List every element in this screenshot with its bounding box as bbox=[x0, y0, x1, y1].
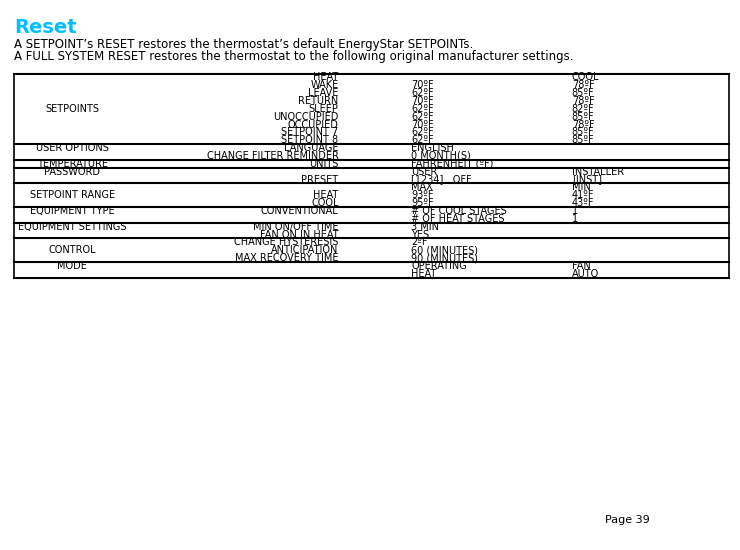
Text: 70ºF: 70ºF bbox=[411, 80, 434, 90]
Text: 1: 1 bbox=[572, 206, 578, 216]
Text: 62ºF: 62ºF bbox=[411, 135, 434, 145]
Text: 85ºF: 85ºF bbox=[572, 88, 594, 98]
Text: HEAT: HEAT bbox=[313, 190, 338, 200]
Text: HEAT: HEAT bbox=[411, 269, 437, 279]
Text: UNITS: UNITS bbox=[309, 159, 338, 169]
Text: # OF HEAT STAGES: # OF HEAT STAGES bbox=[411, 214, 505, 224]
Text: A SETPOINT’s RESET restores the thermostat’s default EnergyStar SETPOINTs.: A SETPOINT’s RESET restores the thermost… bbox=[14, 38, 474, 51]
Text: CONTROL: CONTROL bbox=[49, 245, 96, 255]
Text: 62ºF: 62ºF bbox=[411, 128, 434, 138]
Text: 78ºF: 78ºF bbox=[572, 96, 594, 106]
Text: 62ºF: 62ºF bbox=[411, 104, 434, 114]
Text: [INST]: [INST] bbox=[572, 174, 602, 185]
Text: 62ºF: 62ºF bbox=[411, 112, 434, 122]
Text: 2ºF: 2ºF bbox=[411, 238, 428, 248]
Text: EQUIPMENT SETTINGS: EQUIPMENT SETTINGS bbox=[18, 222, 127, 232]
Text: LEAVE: LEAVE bbox=[308, 88, 338, 98]
Text: 85ºF: 85ºF bbox=[572, 135, 594, 145]
Text: AUTO: AUTO bbox=[572, 269, 599, 279]
Text: COOL: COOL bbox=[311, 198, 338, 208]
Text: OCCUPIED: OCCUPIED bbox=[288, 119, 338, 130]
Text: 78ºF: 78ºF bbox=[572, 80, 594, 90]
Text: A FULL SYSTEM RESET restores the thermostat to the following original manufactur: A FULL SYSTEM RESET restores the thermos… bbox=[14, 50, 574, 63]
Text: FAN: FAN bbox=[572, 261, 591, 271]
Text: PRESET: PRESET bbox=[301, 174, 338, 185]
Text: SETPOINT 8: SETPOINT 8 bbox=[281, 135, 338, 145]
Text: WAKE: WAKE bbox=[310, 80, 338, 90]
Text: CHANGE HYSTERESIS: CHANGE HYSTERESIS bbox=[234, 238, 338, 248]
Text: MIN: MIN bbox=[572, 183, 591, 192]
Text: 3 MIN: 3 MIN bbox=[411, 222, 440, 232]
Text: MAX: MAX bbox=[411, 183, 433, 192]
Text: # OF COOL STAGES: # OF COOL STAGES bbox=[411, 206, 507, 216]
Text: 85ºF: 85ºF bbox=[572, 112, 594, 122]
Text: Page 39: Page 39 bbox=[605, 515, 650, 525]
Text: Reset: Reset bbox=[14, 18, 77, 37]
Text: 85ºF: 85ºF bbox=[572, 128, 594, 138]
Text: YES: YES bbox=[411, 229, 429, 239]
Text: 43ºF: 43ºF bbox=[572, 198, 594, 208]
Text: SETPOINTS: SETPOINTS bbox=[45, 104, 99, 114]
Text: 62ºF: 62ºF bbox=[411, 88, 434, 98]
Text: CONVENTIONAL: CONVENTIONAL bbox=[260, 206, 338, 216]
Text: ANTICIPATION: ANTICIPATION bbox=[271, 245, 338, 255]
Text: USER: USER bbox=[411, 167, 437, 177]
Text: FAHRENHEIT (ºF): FAHRENHEIT (ºF) bbox=[411, 159, 494, 169]
Text: ENGLISH: ENGLISH bbox=[411, 143, 454, 153]
Text: INSTALLER: INSTALLER bbox=[572, 167, 624, 177]
Text: EQUIPMENT TYPE: EQUIPMENT TYPE bbox=[30, 206, 115, 216]
Text: MIN ON/OFF TIME: MIN ON/OFF TIME bbox=[253, 222, 338, 232]
Text: HEAT: HEAT bbox=[313, 73, 338, 82]
Text: 78ºF: 78ºF bbox=[572, 119, 594, 130]
Text: LANGUAGE: LANGUAGE bbox=[284, 143, 338, 153]
Text: USER OPTIONS: USER OPTIONS bbox=[36, 143, 109, 153]
Text: MAX RECOVERY TIME: MAX RECOVERY TIME bbox=[235, 253, 338, 263]
Text: RETURN: RETURN bbox=[298, 96, 338, 106]
Text: 95ºF: 95ºF bbox=[411, 198, 434, 208]
Text: SLEEP: SLEEP bbox=[309, 104, 338, 114]
Text: CHANGE FILTER REMINDER: CHANGE FILTER REMINDER bbox=[206, 151, 338, 161]
Text: SETPOINT RANGE: SETPOINT RANGE bbox=[30, 190, 115, 200]
Text: 0 MONTH(S): 0 MONTH(S) bbox=[411, 151, 471, 161]
Text: 1: 1 bbox=[572, 214, 578, 224]
Text: 60 (MINUTES): 60 (MINUTES) bbox=[411, 245, 479, 255]
Text: 90 (MINUTES): 90 (MINUTES) bbox=[411, 253, 479, 263]
Text: 93ºF: 93ºF bbox=[411, 190, 434, 200]
Text: UNOCCUPIED: UNOCCUPIED bbox=[273, 112, 338, 122]
Text: [1234]   OFF: [1234] OFF bbox=[411, 174, 472, 185]
Text: COOL: COOL bbox=[572, 73, 599, 82]
Text: PASSWORD: PASSWORD bbox=[44, 167, 101, 177]
Text: MODE: MODE bbox=[58, 261, 87, 271]
Text: 70ºF: 70ºF bbox=[411, 96, 434, 106]
Text: FAN ON IN HEAT: FAN ON IN HEAT bbox=[260, 229, 338, 239]
Text: 70ºF: 70ºF bbox=[411, 119, 434, 130]
Text: 82ºF: 82ºF bbox=[572, 104, 594, 114]
Text: 41ºF: 41ºF bbox=[572, 190, 594, 200]
Text: SETPOINT 7: SETPOINT 7 bbox=[281, 128, 338, 138]
Text: TEMPERATURE: TEMPERATURE bbox=[37, 159, 108, 169]
Text: OPERATING: OPERATING bbox=[411, 261, 467, 271]
